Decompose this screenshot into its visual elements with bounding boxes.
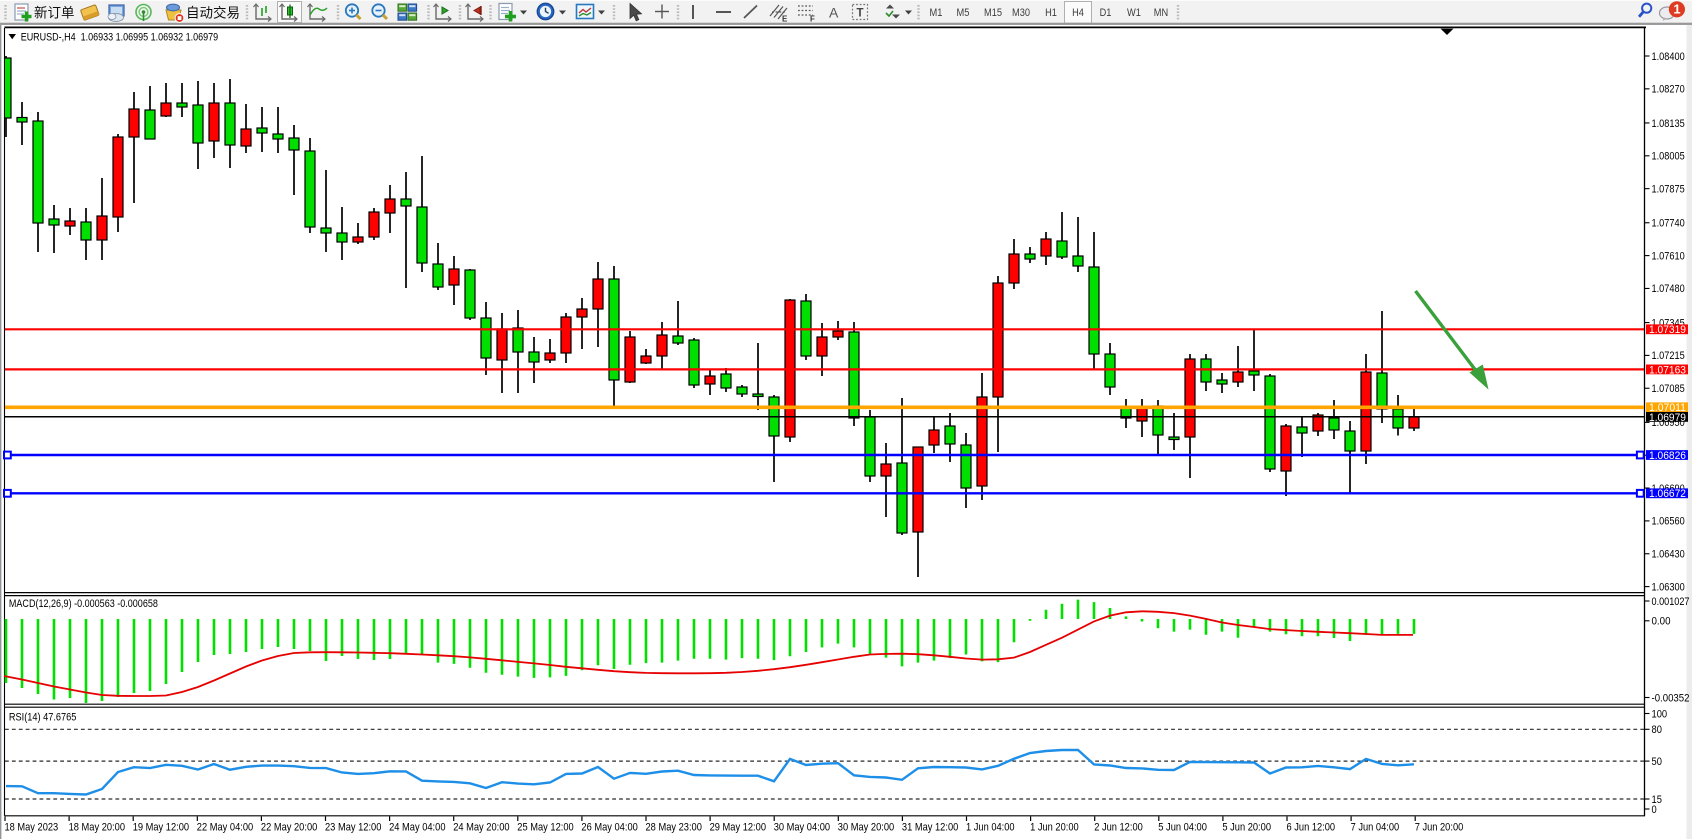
svg-text:1.07319: 1.07319 — [1649, 324, 1686, 336]
svg-text:T: T — [857, 8, 864, 20]
svg-text:1 Jun 20:00: 1 Jun 20:00 — [1030, 822, 1079, 834]
svg-text:M30: M30 — [1012, 7, 1030, 19]
svg-text:1.07480: 1.07480 — [1652, 283, 1685, 295]
svg-text:EURUSD-,H4 1.06933 1.06995 1.: EURUSD-,H4 1.06933 1.06995 1.06932 1.069… — [21, 31, 219, 43]
svg-text:1.08270: 1.08270 — [1652, 84, 1685, 96]
svg-text:1.08005: 1.08005 — [1652, 151, 1685, 163]
svg-text:1.06979: 1.06979 — [1649, 412, 1686, 424]
svg-text:MACD(12,26,9) -0.000563 -0.000: MACD(12,26,9) -0.000563 -0.000658 — [9, 598, 158, 610]
svg-text:1.06672: 1.06672 — [1649, 488, 1686, 500]
svg-text:1.06300: 1.06300 — [1652, 581, 1685, 593]
svg-text:22 May 04:00: 22 May 04:00 — [197, 822, 253, 834]
svg-text:RSI(14) 47.6765: RSI(14) 47.6765 — [9, 712, 77, 724]
svg-text:M1: M1 — [930, 7, 943, 19]
svg-text:1.08135: 1.08135 — [1652, 118, 1685, 130]
svg-text:F: F — [810, 15, 815, 24]
svg-text:1: 1 — [1673, 2, 1680, 17]
svg-text:1.07740: 1.07740 — [1652, 218, 1685, 230]
svg-text:1.07011: 1.07011 — [1649, 402, 1686, 414]
svg-text:E: E — [782, 15, 788, 24]
svg-text:24 May 04:00: 24 May 04:00 — [389, 822, 445, 834]
svg-text:80: 80 — [1652, 724, 1662, 736]
svg-text:1.07163: 1.07163 — [1649, 364, 1686, 376]
svg-text:15: 15 — [1652, 794, 1662, 806]
svg-text:1.07085: 1.07085 — [1652, 383, 1685, 395]
svg-text:A: A — [829, 5, 839, 21]
svg-text:24 May 20:00: 24 May 20:00 — [453, 822, 509, 834]
svg-text:M15: M15 — [984, 7, 1002, 19]
svg-text:1.06826: 1.06826 — [1649, 450, 1686, 462]
svg-text:18 May 20:00: 18 May 20:00 — [69, 822, 125, 834]
svg-text:29 May 12:00: 29 May 12:00 — [710, 822, 766, 834]
svg-text:31 May 12:00: 31 May 12:00 — [902, 822, 958, 834]
svg-text:1.06430: 1.06430 — [1652, 549, 1685, 561]
svg-text:0.00: 0.00 — [1652, 616, 1671, 628]
svg-text:1.06560: 1.06560 — [1652, 516, 1685, 528]
svg-text:新订单: 新订单 — [34, 6, 75, 21]
svg-text:MN: MN — [1154, 7, 1168, 19]
svg-text:1.07215: 1.07215 — [1652, 350, 1685, 362]
svg-text:1.08400: 1.08400 — [1652, 51, 1685, 63]
svg-text:H4: H4 — [1072, 7, 1084, 19]
svg-text:-0.00352: -0.00352 — [1652, 692, 1690, 704]
svg-text:7 Jun 20:00: 7 Jun 20:00 — [1415, 822, 1464, 834]
svg-text:1.07610: 1.07610 — [1652, 250, 1685, 262]
svg-text:18 May 2023: 18 May 2023 — [5, 822, 59, 834]
svg-text:7 Jun 04:00: 7 Jun 04:00 — [1351, 822, 1400, 834]
svg-text:30 May 20:00: 30 May 20:00 — [838, 822, 894, 834]
svg-text:0: 0 — [1652, 804, 1657, 816]
svg-text:28 May 23:00: 28 May 23:00 — [646, 822, 702, 834]
svg-text:19 May 12:00: 19 May 12:00 — [133, 822, 189, 834]
svg-text:1 Jun 04:00: 1 Jun 04:00 — [966, 822, 1015, 834]
svg-text:1.07875: 1.07875 — [1652, 183, 1685, 195]
svg-text:M5: M5 — [957, 7, 970, 19]
svg-text:0.001027: 0.001027 — [1652, 596, 1690, 608]
svg-text:H1: H1 — [1045, 7, 1057, 19]
svg-text:22 May 20:00: 22 May 20:00 — [261, 822, 317, 834]
svg-text:50: 50 — [1652, 756, 1662, 768]
svg-text:23 May 12:00: 23 May 12:00 — [325, 822, 381, 834]
svg-text:25 May 12:00: 25 May 12:00 — [517, 822, 573, 834]
svg-text:D1: D1 — [1100, 7, 1112, 19]
svg-text:6 Jun 12:00: 6 Jun 12:00 — [1287, 822, 1336, 834]
svg-text:30 May 04:00: 30 May 04:00 — [774, 822, 830, 834]
svg-text:2 Jun 12:00: 2 Jun 12:00 — [1094, 822, 1143, 834]
svg-text:100: 100 — [1652, 708, 1668, 720]
svg-text:26 May 04:00: 26 May 04:00 — [581, 822, 637, 834]
svg-text:自动交易: 自动交易 — [186, 5, 240, 21]
svg-text:W1: W1 — [1127, 7, 1141, 19]
svg-text:5 Jun 20:00: 5 Jun 20:00 — [1222, 822, 1271, 834]
svg-text:5 Jun 04:00: 5 Jun 04:00 — [1158, 822, 1207, 834]
